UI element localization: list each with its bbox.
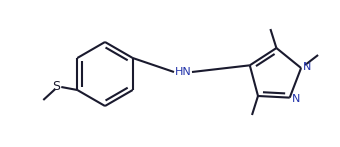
Text: N: N — [303, 62, 311, 72]
Text: HN: HN — [175, 67, 191, 77]
Text: S: S — [52, 81, 60, 93]
Text: N: N — [292, 94, 300, 104]
